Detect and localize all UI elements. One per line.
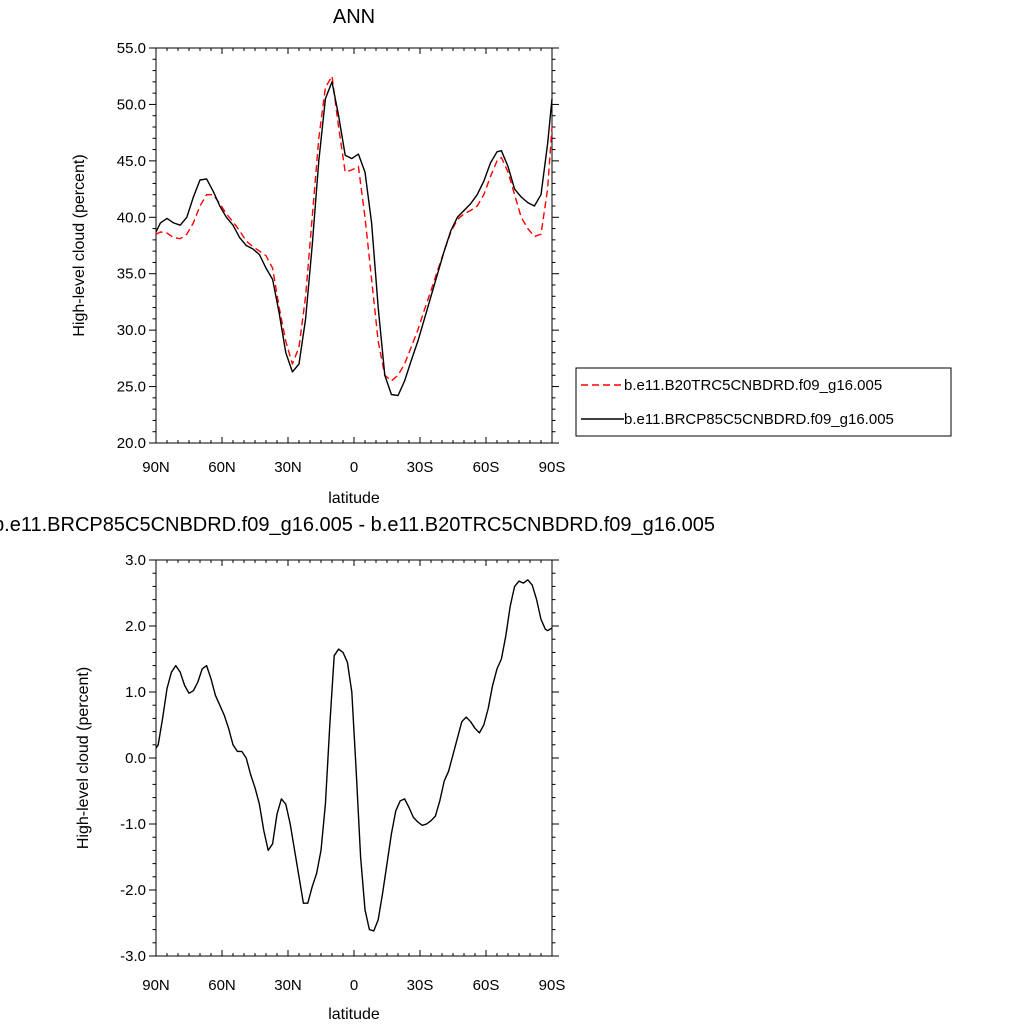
y-tick-label: 40.0 (117, 209, 146, 226)
x-tick-label: 90S (539, 977, 566, 994)
chart-title: ANN (333, 6, 375, 28)
series-line-rcp85 (155, 81, 553, 397)
y-tick-label: 55.0 (117, 40, 146, 57)
y-tick-label: 45.0 (117, 153, 146, 170)
y-tick-label: 3.0 (125, 552, 146, 569)
x-tick-label: 0 (350, 459, 358, 476)
y-tick-label: 20.0 (117, 435, 146, 452)
x-tick-label: 60S (473, 977, 500, 994)
y-tick-label: -1.0 (120, 816, 146, 833)
x-tick-label: 30S (407, 459, 434, 476)
y-tick-label: 0.0 (125, 750, 146, 767)
x-tick-label: 30S (407, 977, 434, 994)
y-axis-label: High-level cloud (percent) (75, 667, 92, 849)
legend-label: b.e11.BRCP85C5CNBDRD.f09_g16.005 (624, 411, 894, 428)
x-tick-label: 0 (350, 977, 358, 994)
x-tick-label: 60N (208, 459, 236, 476)
y-tick-label: 2.0 (125, 618, 146, 635)
legend-label: b.e11.B20TRC5CNBDRD.f09_g16.005 (624, 377, 882, 394)
x-tick-label: 60S (473, 459, 500, 476)
x-tick-label: 30N (274, 977, 302, 994)
x-axis-label: latitude (328, 1006, 380, 1023)
y-tick-label: 30.0 (117, 322, 146, 339)
y-tick-label: -3.0 (120, 948, 146, 965)
y-axis-label: High-level cloud (percent) (71, 154, 88, 336)
y-tick-label: 1.0 (125, 684, 146, 701)
x-tick-label: 90S (539, 459, 566, 476)
y-tick-label: 50.0 (117, 96, 146, 113)
legend-box (575, 367, 952, 437)
plot-frame (155, 47, 553, 444)
x-tick-label: 30N (274, 459, 302, 476)
x-axis-label: latitude (328, 490, 380, 507)
y-tick-label: 35.0 (117, 266, 146, 283)
plot-frame (155, 559, 553, 957)
y-tick-label: 25.0 (117, 379, 146, 396)
x-tick-label: 60N (208, 977, 236, 994)
series-line-rcp85 (155, 579, 553, 932)
x-tick-label: 90N (142, 459, 170, 476)
chart-title: b.e11.BRCP85C5CNBDRD.f09_g16.005 - b.e11… (0, 514, 715, 536)
x-tick-label: 90N (142, 977, 170, 994)
y-tick-label: -2.0 (120, 882, 146, 899)
series-line-b20trc5 (155, 75, 553, 382)
